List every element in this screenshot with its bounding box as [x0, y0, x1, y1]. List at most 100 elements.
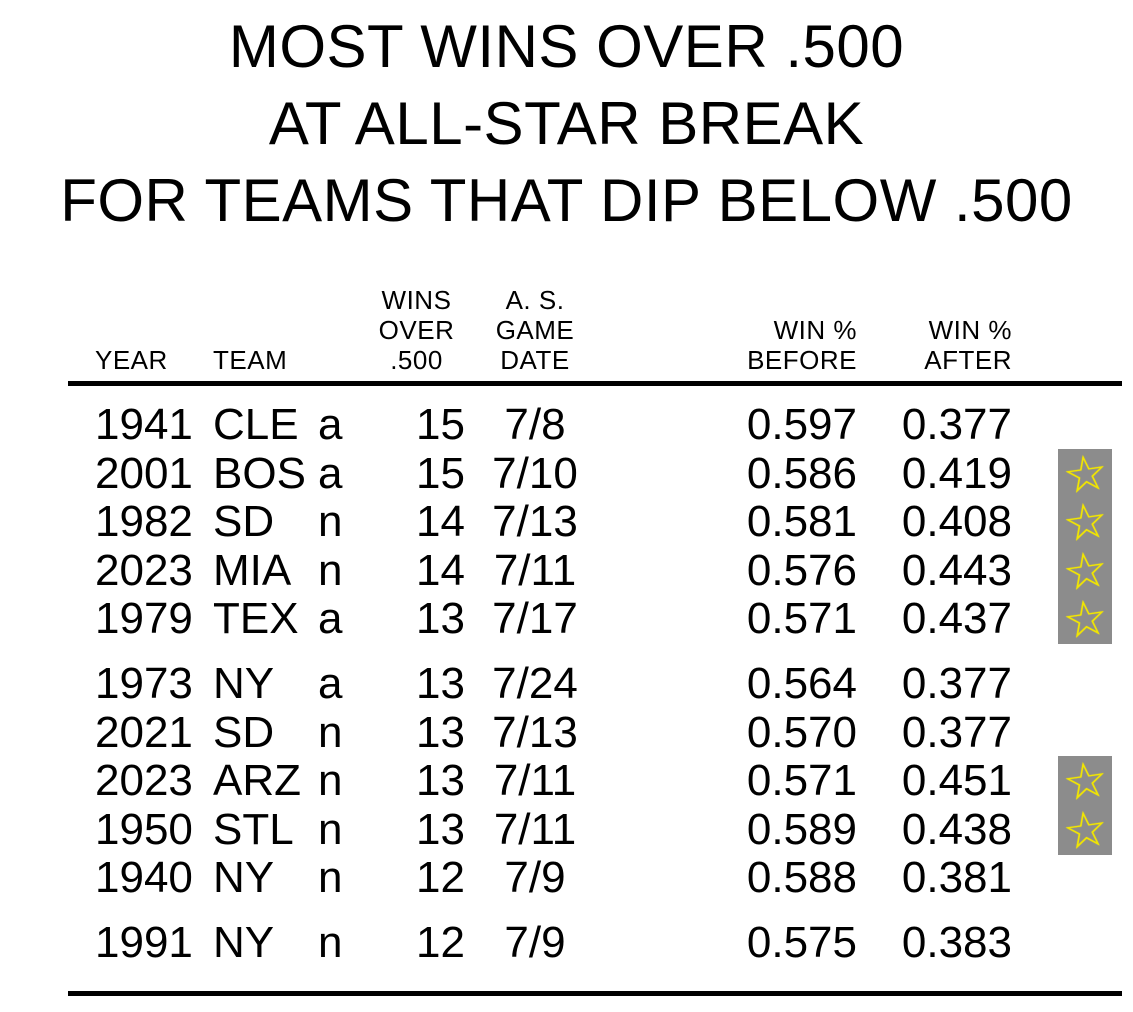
table-body: 1941 CLE a 15 7/8 0.597 0.377 2001 BOS a… [68, 400, 1125, 967]
col-header-year: YEAR [95, 345, 168, 375]
cell-wins-over-500: 12 [416, 853, 465, 902]
cell-team: ARZ [213, 756, 301, 805]
col-header-date-line: A. S. [505, 285, 565, 315]
col-header-after-line: WIN % [928, 315, 1012, 345]
bottom-rule [68, 990, 1122, 996]
cell-wins-over-500: 15 [416, 400, 465, 449]
star-icon: ☆ [1058, 798, 1112, 861]
table-row: 1941 CLE a 15 7/8 0.597 0.377 [68, 400, 1125, 449]
cell-as-game-date: 7/11 [493, 804, 577, 854]
col-header-date-line: DATE [500, 345, 570, 375]
cell-league: n [318, 853, 343, 902]
cell-wins-over-500: 13 [416, 659, 465, 708]
title-line-2: AT ALL-STAR BREAK [268, 90, 865, 157]
star-cell: ☆ [1058, 491, 1112, 553]
cell-win-pct-before: 0.586 [746, 448, 857, 498]
title-line-3: FOR TEAMS THAT DIP BELOW .500 [60, 167, 1073, 234]
cell-year: 1991 [95, 918, 193, 967]
col-header-date-line: GAME [495, 315, 575, 345]
star-icon: ☆ [1058, 588, 1112, 650]
cell-win-pct-before: 0.576 [746, 545, 857, 595]
star-cell: ☆ [1058, 443, 1112, 504]
cell-team: SD [213, 707, 275, 757]
cell-wins-over-500: 13 [416, 594, 465, 643]
col-header-wins-line: OVER [378, 315, 455, 345]
cell-wins-over-500: 14 [416, 497, 465, 546]
cell-year: 2001 [95, 448, 193, 498]
cell-year: 1950 [95, 804, 193, 854]
cell-team: MIA [213, 545, 292, 595]
col-header-after-line: AFTER [924, 345, 1012, 375]
cell-wins-over-500: 12 [416, 918, 465, 967]
cell-league: n [318, 545, 343, 595]
header-rule [68, 381, 1122, 386]
cell-win-pct-before: 0.581 [746, 497, 857, 546]
stats-table: YEAR TEAM WINS OVER .500 A. S. GAME DATE… [68, 285, 1125, 996]
cell-team: TEX [213, 594, 299, 643]
table-row: 2001 BOS a 15 7/10 0.586 0.419 ☆ [68, 443, 1125, 504]
cell-win-pct-after: 0.377 [901, 400, 1012, 449]
cell-win-pct-before: 0.571 [746, 594, 857, 643]
cell-win-pct-after: 0.383 [901, 918, 1012, 967]
table-row: 1973 NY a 13 7/24 0.564 0.377 [68, 659, 1125, 708]
cell-as-game-date: 7/9 [504, 853, 566, 902]
cell-wins-over-500: 14 [416, 545, 465, 595]
cell-league: n [318, 918, 343, 967]
cell-team: NY [213, 659, 275, 708]
cell-league: n [318, 756, 343, 805]
cell-as-game-date: 7/17 [492, 594, 578, 643]
table-header-row: YEAR TEAM WINS OVER .500 A. S. GAME DATE… [68, 285, 1125, 375]
star-cell [1058, 708, 1112, 758]
cell-as-game-date: 7/13 [492, 497, 578, 546]
page-title: MOST WINS OVER .500 AT ALL-STAR BREAK FO… [0, 0, 1133, 239]
cell-team: SD [213, 497, 275, 546]
col-header-date: A. S. GAME DATE [465, 285, 605, 375]
col-header-win-pct-after: WIN % AFTER [857, 315, 1012, 375]
cell-league: a [318, 400, 343, 449]
cell-league: a [318, 659, 343, 708]
table-row: 2023 MIA n 14 7/11 0.576 0.443 ☆ [68, 540, 1125, 601]
cell-wins-over-500: 13 [416, 804, 465, 854]
table-row: 1979 TEX a 13 7/17 0.571 0.437 ☆ [68, 588, 1125, 650]
cell-league: n [318, 497, 343, 546]
star-cell: ☆ [1058, 798, 1112, 861]
cell-team: STL [213, 804, 294, 854]
cell-as-game-date: 7/24 [492, 659, 578, 708]
cell-league: a [318, 448, 343, 498]
col-header-team: TEAM [213, 345, 288, 375]
cell-team: NY [213, 853, 275, 902]
cell-win-pct-after: 0.377 [901, 707, 1012, 757]
cell-team: BOS [213, 448, 306, 498]
cell-win-pct-after: 0.437 [901, 594, 1012, 643]
cell-win-pct-before: 0.589 [746, 804, 857, 854]
cell-league: n [318, 707, 343, 757]
cell-as-game-date: 7/8 [504, 400, 566, 449]
col-header-wins-line: .500 [390, 345, 443, 375]
cell-year: 2021 [95, 707, 193, 757]
cell-win-pct-after: 0.438 [901, 804, 1012, 854]
col-header-wins: WINS OVER .500 [368, 285, 465, 375]
cell-win-pct-after: 0.451 [901, 756, 1012, 805]
star-cell [1058, 400, 1112, 450]
cell-as-game-date: 7/13 [492, 707, 578, 757]
col-header-wins-line: WINS [381, 285, 452, 315]
cell-win-pct-after: 0.408 [901, 497, 1012, 546]
cell-league: n [318, 804, 343, 854]
cell-wins-over-500: 15 [416, 448, 465, 498]
cell-win-pct-before: 0.571 [746, 756, 857, 805]
table-row: 1991 NY n 12 7/9 0.575 0.383 [68, 918, 1125, 967]
cell-win-pct-after: 0.381 [901, 853, 1012, 902]
table-row: 1950 STL n 13 7/11 0.589 0.438 ☆ [68, 798, 1125, 861]
title-line-1: MOST WINS OVER .500 [228, 13, 905, 80]
cell-win-pct-before: 0.570 [746, 707, 857, 757]
cell-wins-over-500: 13 [416, 756, 465, 805]
table-row: 1940 NY n 12 7/9 0.588 0.381 [68, 853, 1125, 902]
col-header-before-line: BEFORE [747, 345, 857, 375]
table-row: 2023 ARZ n 13 7/11 0.571 0.451 ☆ [68, 750, 1125, 812]
cell-wins-over-500: 13 [416, 707, 465, 757]
cell-win-pct-after: 0.377 [901, 659, 1012, 708]
cell-team: CLE [213, 400, 299, 449]
col-header-win-pct-before: WIN % BEFORE [605, 315, 857, 375]
cell-as-game-date: 7/11 [493, 545, 577, 595]
cell-win-pct-before: 0.575 [746, 918, 857, 967]
